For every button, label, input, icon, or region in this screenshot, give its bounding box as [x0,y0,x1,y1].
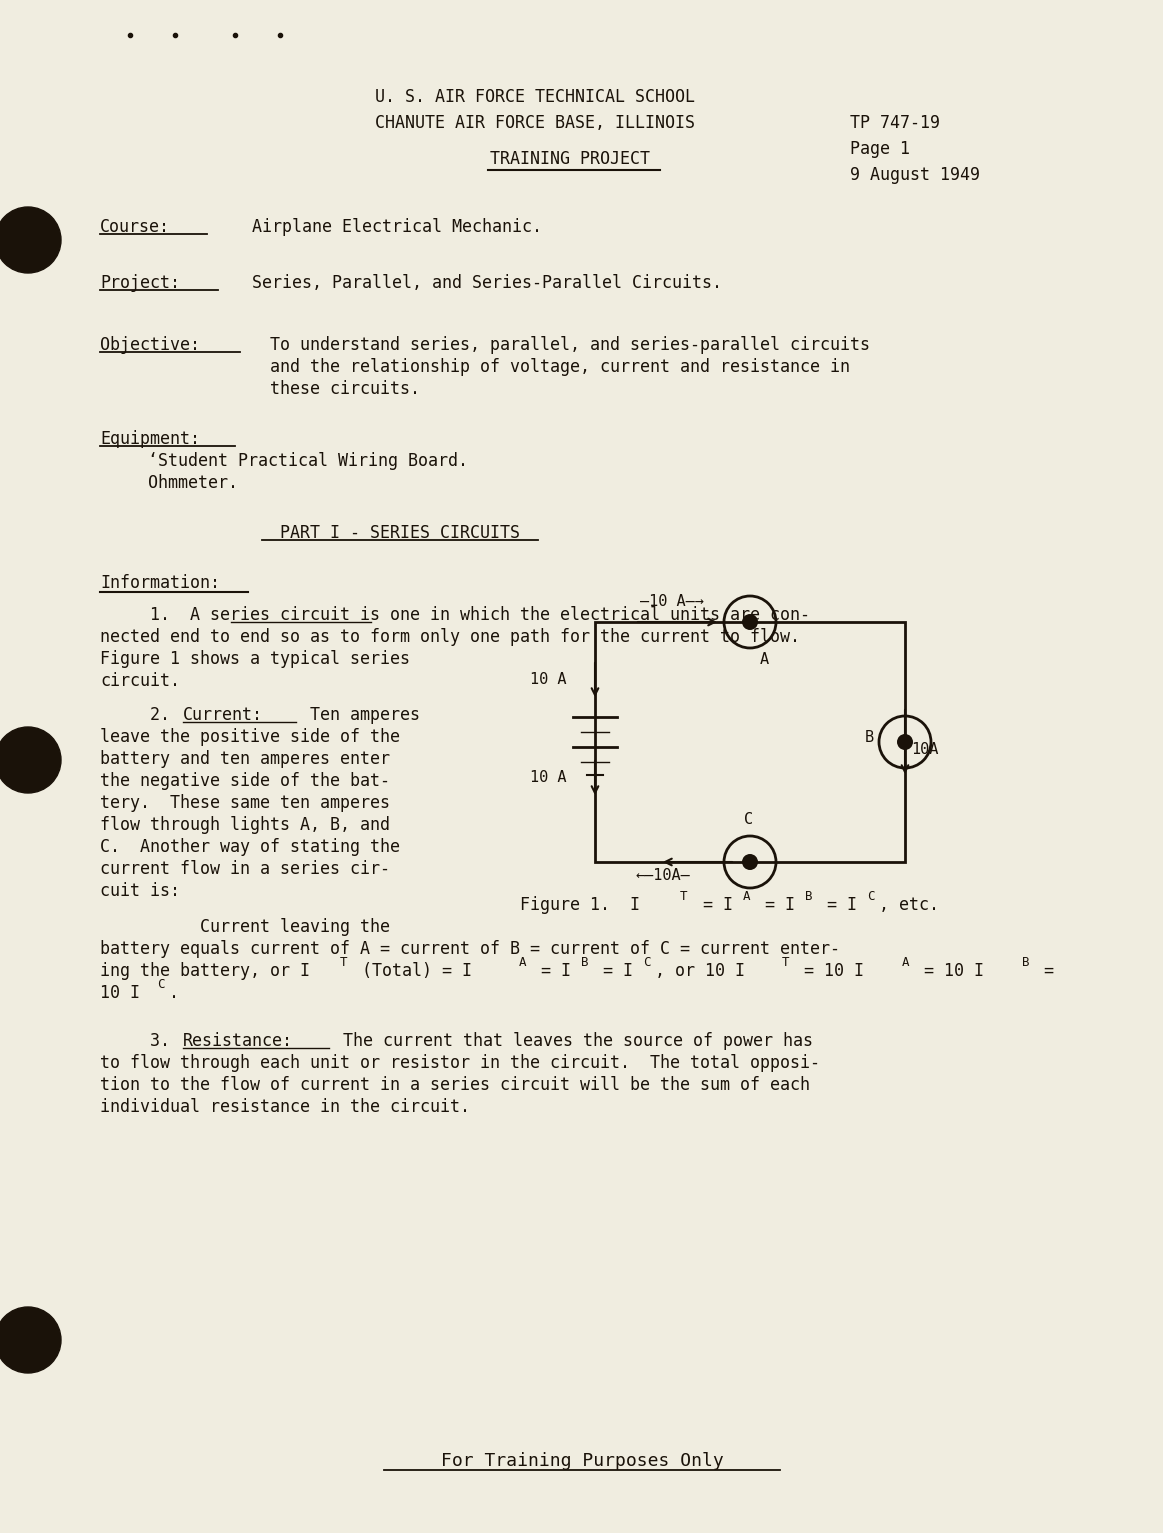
Text: A: A [902,957,909,969]
Text: , etc.: , etc. [879,895,939,914]
Text: Ohmmeter.: Ohmmeter. [148,474,238,492]
Text: Figure 1.  I: Figure 1. I [520,895,640,914]
Text: Objective:: Objective: [100,336,200,354]
Text: PART I - SERIES CIRCUITS: PART I - SERIES CIRCUITS [280,524,520,543]
Text: 9 August 1949: 9 August 1949 [850,166,980,184]
Text: 10 I: 10 I [100,984,140,1003]
Text: leave the positive side of the: leave the positive side of the [100,728,400,747]
Text: The current that leaves the source of power has: The current that leaves the source of po… [333,1032,813,1050]
Text: Project:: Project: [100,274,180,291]
Text: Information:: Information: [100,573,220,592]
Text: to flow through each unit or resistor in the circuit.  The total opposi-: to flow through each unit or resistor in… [100,1055,820,1072]
Circle shape [742,854,758,871]
Text: 2.: 2. [100,707,190,724]
Text: A: A [743,891,750,903]
Text: battery and ten amperes enter: battery and ten amperes enter [100,750,390,768]
Text: For Training Purposes Only: For Training Purposes Only [441,1452,723,1470]
Text: = 10 I: = 10 I [794,963,864,980]
Circle shape [0,207,60,273]
Text: flow through lights A, B, and: flow through lights A, B, and [100,816,390,834]
Circle shape [0,727,60,793]
Text: = I: = I [816,895,857,914]
Text: 10 A: 10 A [530,671,566,687]
Text: C: C [744,812,754,826]
Text: B: B [865,730,875,745]
Text: Ten amperes: Ten amperes [300,707,420,724]
Text: —10 A—→: —10 A—→ [640,593,704,609]
Text: Figure 1 shows a typical series: Figure 1 shows a typical series [100,650,411,668]
Text: A: A [519,957,527,969]
Text: the negative side of the bat-: the negative side of the bat- [100,773,390,789]
Text: ing the battery, or I: ing the battery, or I [100,963,311,980]
Text: C: C [866,891,875,903]
Circle shape [742,615,758,630]
Text: 1.  A series circuit is one in which the electrical units are con-: 1. A series circuit is one in which the … [100,606,809,624]
Text: Page 1: Page 1 [850,140,909,158]
Text: ←—10A—: ←—10A— [635,868,690,883]
Text: B: B [582,957,588,969]
Text: To understand series, parallel, and series-parallel circuits: To understand series, parallel, and seri… [270,336,870,354]
Text: tion to the flow of current in a series circuit will be the sum of each: tion to the flow of current in a series … [100,1076,809,1095]
Text: Resistance:: Resistance: [183,1032,293,1050]
Circle shape [0,1308,60,1374]
Text: B: B [805,891,813,903]
Text: Equipment:: Equipment: [100,429,200,448]
Text: Course:: Course: [100,218,170,236]
Text: CHANUTE AIR FORCE BASE, ILLINOIS: CHANUTE AIR FORCE BASE, ILLINOIS [374,113,695,132]
Text: Current leaving the: Current leaving the [100,918,390,937]
Text: T: T [340,957,348,969]
Text: A: A [759,652,769,667]
Text: , or 10 I: , or 10 I [655,963,745,980]
Bar [595,622,905,862]
Text: T: T [680,891,687,903]
Text: nected end to end so as to form only one path for the current to flow.: nected end to end so as to form only one… [100,629,800,645]
Text: 10A: 10A [911,742,939,757]
Text: (Total) = I: (Total) = I [352,963,472,980]
Text: tery.  These same ten amperes: tery. These same ten amperes [100,794,390,812]
Text: C.  Another way of stating the: C. Another way of stating the [100,839,400,855]
Text: C: C [157,978,164,990]
Text: T: T [782,957,790,969]
Text: = I: = I [531,963,571,980]
Text: TRAINING PROJECT: TRAINING PROJECT [490,150,650,169]
Text: these circuits.: these circuits. [270,380,420,399]
Text: Current:: Current: [183,707,263,724]
Text: TP 747-19: TP 747-19 [850,113,940,132]
Text: = I: = I [755,895,795,914]
Circle shape [897,734,913,750]
Text: U. S. AIR FORCE TECHNICAL SCHOOL: U. S. AIR FORCE TECHNICAL SCHOOL [374,87,695,106]
Text: = I: = I [693,895,733,914]
Text: battery equals current of A = current of B = current of C = current enter-: battery equals current of A = current of… [100,940,840,958]
Text: Series, Parallel, and Series-Parallel Circuits.: Series, Parallel, and Series-Parallel Ci… [252,274,722,291]
Text: ‘Student Practical Wiring Board.: ‘Student Practical Wiring Board. [148,452,468,471]
Text: =: = [1034,963,1054,980]
Text: current flow in a series cir-: current flow in a series cir- [100,860,390,878]
Text: 3.: 3. [100,1032,190,1050]
Text: and the relationship of voltage, current and resistance in: and the relationship of voltage, current… [270,359,850,376]
Text: .: . [169,984,179,1003]
Text: B: B [1022,957,1029,969]
Text: 10 A: 10 A [530,770,566,785]
Text: circuit.: circuit. [100,671,180,690]
Text: Airplane Electrical Mechanic.: Airplane Electrical Mechanic. [252,218,542,236]
Text: C: C [643,957,650,969]
Text: individual resistance in the circuit.: individual resistance in the circuit. [100,1098,470,1116]
Text: = I: = I [593,963,633,980]
Text: cuit is:: cuit is: [100,881,180,900]
Text: = 10 I: = 10 I [914,963,984,980]
